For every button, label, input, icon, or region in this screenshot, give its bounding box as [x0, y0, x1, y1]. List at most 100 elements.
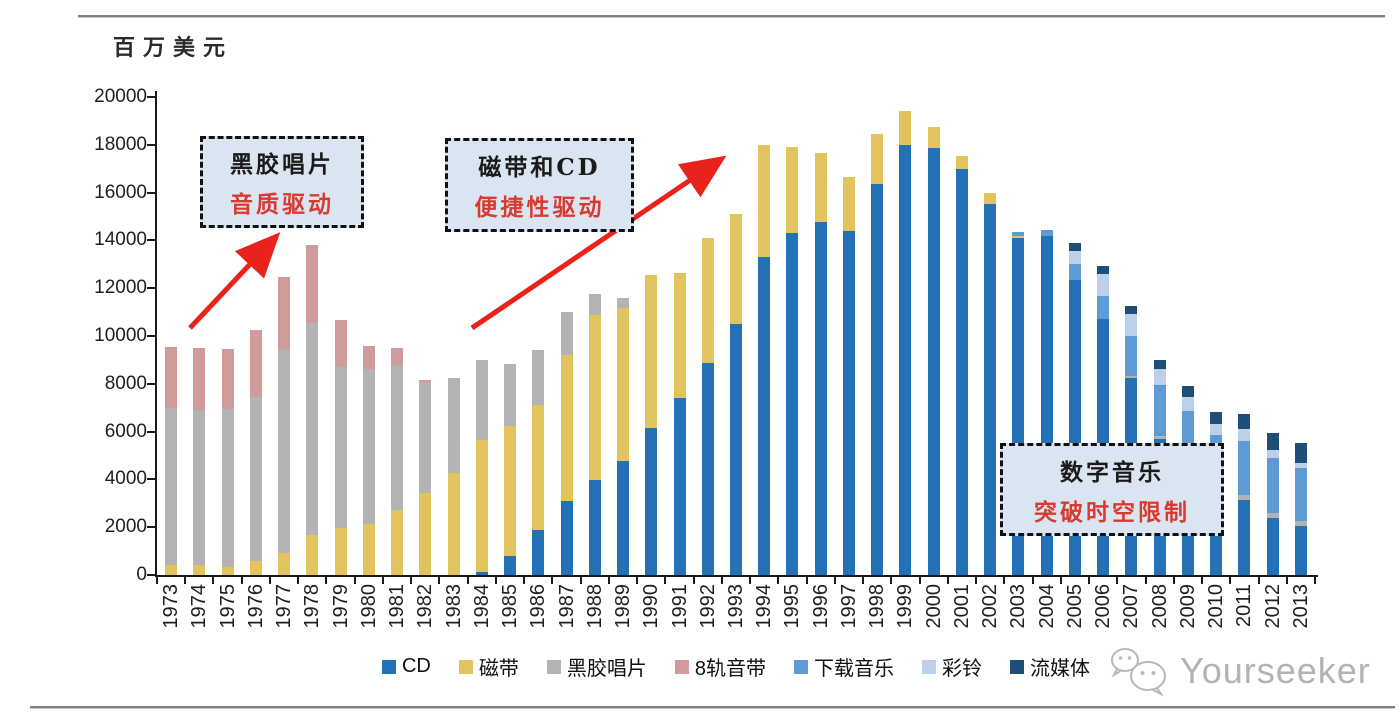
- legend-item-CD: CD: [381, 655, 431, 678]
- bar-segment-1975-黑胶唱片: [221, 408, 234, 567]
- bar-segment-1995-CD: [786, 232, 799, 575]
- bar-segment-1988-CD: [588, 479, 601, 575]
- bar-segment-2000-磁带: [927, 127, 940, 149]
- legend-label: 磁带: [478, 658, 519, 680]
- bar-segment-1992-磁带: [701, 238, 714, 363]
- x-axis-tick: [240, 577, 243, 584]
- bar-segment-1991-磁带: [673, 272, 686, 399]
- bar-segment-1983-磁带: [447, 472, 460, 575]
- legend-label: CD: [401, 655, 431, 677]
- x-axis-tick: [494, 577, 497, 584]
- x-axis-tick: [1144, 577, 1147, 584]
- y-axis-label: 20000: [94, 86, 147, 107]
- x-axis-label-2002: 2002: [979, 584, 1002, 629]
- x-axis-tick: [268, 577, 271, 584]
- x-axis-label-2008: 2008: [1148, 584, 1171, 629]
- x-axis-tick: [1285, 577, 1288, 584]
- x-axis-label-1998: 1998: [866, 584, 889, 629]
- legend-label: 流媒体: [1030, 658, 1090, 680]
- x-axis-tick: [184, 577, 187, 584]
- annotation-title: 黑胶唱片: [230, 151, 334, 178]
- bar-segment-1977-磁带: [278, 553, 291, 575]
- legend-label: 黑胶唱片: [566, 658, 647, 680]
- bar-segment-1981-黑胶唱片: [391, 364, 404, 511]
- x-axis-tick: [607, 577, 610, 584]
- legend-item-流媒体: 流媒体: [1010, 652, 1090, 681]
- bar-segment-1983-黑胶唱片: [447, 378, 460, 473]
- legend-swatch: [1010, 659, 1024, 674]
- bar-segment-2011-流媒体: [1238, 414, 1251, 430]
- y-axis-label: 0: [136, 564, 147, 585]
- bar-segment-2013-CD: [1294, 526, 1307, 575]
- bar-segment-2013-彩铃: [1294, 462, 1307, 468]
- x-axis-label-2011: 2011: [1233, 584, 1256, 628]
- y-axis-tick: [147, 191, 155, 194]
- bar-segment-1996-磁带: [814, 153, 827, 223]
- x-axis-tick: [297, 577, 300, 584]
- bar-segment-2008-下载音乐: [1153, 385, 1166, 437]
- y-axis-tick: [147, 430, 155, 433]
- bar-segment-1993-磁带: [730, 214, 742, 325]
- bar-segment-2010-流媒体: [1210, 411, 1223, 424]
- y-axis-label: 16000: [94, 181, 147, 203]
- chart-legend: CD 磁带 黑胶唱片 8轨音带 下载音乐 彩铃 流媒体: [157, 652, 1315, 681]
- legend-swatch: [546, 659, 561, 674]
- x-axis-label-1981: 1981: [386, 584, 409, 629]
- bar-segment-2012-黑胶唱片: [1266, 513, 1279, 518]
- bar-segment-1997-磁带: [842, 177, 855, 231]
- y-axis-label: 8000: [104, 372, 147, 394]
- bar-segment-2007-下载音乐: [1125, 335, 1138, 376]
- bar-segment-1987-黑胶唱片: [560, 312, 573, 356]
- bottom-divider: [30, 706, 1395, 709]
- bar-segment-1973-8轨音带: [165, 346, 178, 408]
- bar-segment-1986-黑胶唱片: [532, 350, 545, 406]
- bar-segment-1997-CD: [842, 230, 855, 575]
- bar-segment-2012-下载音乐: [1266, 457, 1279, 514]
- bar-segment-1979-8轨音带: [334, 319, 347, 368]
- bar-segment-2008-彩铃: [1153, 369, 1166, 386]
- bar-segment-2007-流媒体: [1125, 305, 1138, 315]
- x-axis-tick: [551, 577, 554, 584]
- x-axis-tick: [833, 577, 836, 584]
- x-axis-tick: [862, 577, 865, 584]
- bar-segment-1974-黑胶唱片: [193, 410, 206, 566]
- x-axis-label-1975: 1975: [216, 584, 239, 629]
- legend-swatch: [674, 659, 689, 674]
- x-axis-tick: [381, 577, 384, 584]
- legend-item-彩铃: 彩铃: [922, 652, 982, 681]
- bar-segment-2013-流媒体: [1294, 442, 1307, 463]
- x-axis-tick: [918, 577, 921, 584]
- x-axis-label-1989: 1989: [612, 584, 635, 629]
- x-axis-tick: [1116, 577, 1119, 584]
- bar-segment-1994-CD: [758, 257, 771, 575]
- bar-segment-1978-黑胶唱片: [306, 323, 319, 536]
- x-axis-label-2005: 2005: [1063, 584, 1086, 629]
- x-axis-label-1991: 1991: [668, 584, 691, 629]
- bar-segment-1980-8轨音带: [362, 345, 375, 370]
- x-axis-label-1983: 1983: [442, 584, 465, 629]
- x-axis-label-1992: 1992: [696, 584, 719, 629]
- bar-segment-1990-磁带: [645, 275, 658, 428]
- x-axis-label-2006: 2006: [1092, 584, 1115, 629]
- bar-segment-1989-磁带: [617, 308, 630, 461]
- bar-segment-1977-黑胶唱片: [278, 348, 291, 553]
- bar-segment-2011-彩铃: [1238, 429, 1251, 442]
- x-axis-label-1976: 1976: [244, 584, 267, 629]
- x-axis-tick: [410, 577, 413, 584]
- annotation-tape-cd-era: 磁带和CD 便捷性驱动: [445, 138, 634, 232]
- bar-segment-1985-CD: [504, 555, 517, 575]
- legend-label: 彩铃: [942, 658, 982, 680]
- bar-segment-1982-黑胶唱片: [419, 383, 432, 494]
- legend-swatch: [922, 659, 936, 674]
- y-axis-tick: [147, 335, 155, 337]
- bar-segment-1990-CD: [645, 428, 658, 575]
- x-axis-tick: [353, 577, 356, 584]
- x-axis-label-2013: 2013: [1289, 584, 1312, 629]
- x-axis-label-1990: 1990: [640, 584, 663, 629]
- bar-segment-1973-黑胶唱片: [165, 407, 178, 566]
- x-axis-label-2000: 2000: [922, 584, 945, 629]
- bar-segment-2005-下载音乐: [1068, 264, 1081, 280]
- bar-segment-1988-磁带: [588, 314, 601, 480]
- bar-segment-1999-CD: [899, 145, 912, 575]
